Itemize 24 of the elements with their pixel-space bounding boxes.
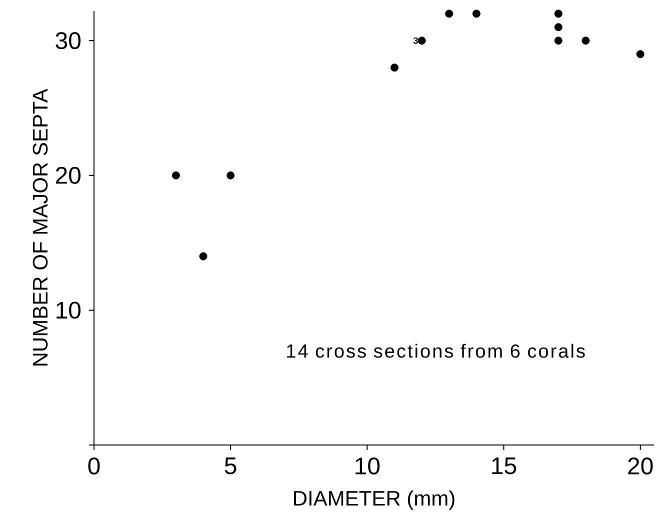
x-tick-label: 20 xyxy=(628,458,653,475)
x-tick-label: 15 xyxy=(492,458,516,474)
point xyxy=(472,10,480,18)
y-tick-label: 10 xyxy=(56,302,81,319)
point xyxy=(199,252,208,260)
point xyxy=(172,171,180,180)
point xyxy=(418,36,426,45)
y-axis-title: NUMBER OF MAJOR SEPTA xyxy=(32,88,48,366)
y-tick-label: 30 xyxy=(56,32,81,50)
y-tick-label: 20 xyxy=(56,166,81,184)
x-tick-label: 0 xyxy=(88,458,100,475)
point xyxy=(554,23,562,32)
annotation: 3 xyxy=(413,37,418,44)
point xyxy=(554,36,562,45)
point xyxy=(636,50,644,58)
point xyxy=(554,10,562,18)
point xyxy=(226,171,235,180)
annotation: 14 cross sections from 6 corals xyxy=(287,344,585,358)
x-tick-label: 5 xyxy=(224,458,236,474)
x-axis-title: DIAMETER (mm) xyxy=(294,490,454,510)
point xyxy=(445,10,454,18)
x-tick-label: 10 xyxy=(356,458,380,475)
point xyxy=(390,64,398,72)
point xyxy=(582,36,590,45)
